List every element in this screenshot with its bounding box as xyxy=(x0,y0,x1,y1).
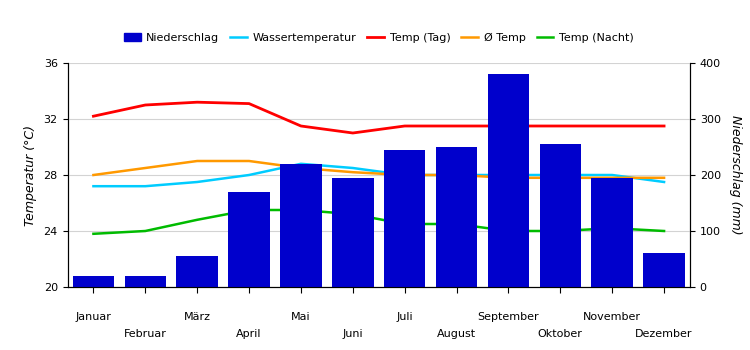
Bar xyxy=(384,150,425,287)
Bar xyxy=(592,178,633,287)
Bar xyxy=(228,192,270,287)
Text: August: August xyxy=(437,329,476,339)
Text: Februar: Februar xyxy=(124,329,166,339)
Text: Januar: Januar xyxy=(76,312,111,322)
Text: November: November xyxy=(584,312,641,322)
Bar xyxy=(488,74,530,287)
Y-axis label: Temperatur (°C): Temperatur (°C) xyxy=(23,125,37,225)
Bar xyxy=(539,144,581,287)
Bar xyxy=(436,147,477,287)
Text: Juli: Juli xyxy=(396,312,413,322)
Text: März: März xyxy=(184,312,211,322)
Bar xyxy=(124,276,166,287)
Text: Dezember: Dezember xyxy=(635,329,693,339)
Bar xyxy=(176,256,218,287)
Y-axis label: Niederschlag (mm): Niederschlag (mm) xyxy=(729,115,742,235)
Bar xyxy=(280,164,322,287)
Bar xyxy=(73,276,114,287)
Text: Mai: Mai xyxy=(291,312,310,322)
Text: Juni: Juni xyxy=(343,329,363,339)
Text: September: September xyxy=(478,312,539,322)
Text: Oktober: Oktober xyxy=(538,329,583,339)
Bar xyxy=(644,253,685,287)
Text: April: April xyxy=(236,329,262,339)
Bar xyxy=(332,178,374,287)
Legend: Niederschlag, Wassertemperatur, Temp (Tag), Ø Temp, Temp (Nacht): Niederschlag, Wassertemperatur, Temp (Ta… xyxy=(119,28,638,47)
